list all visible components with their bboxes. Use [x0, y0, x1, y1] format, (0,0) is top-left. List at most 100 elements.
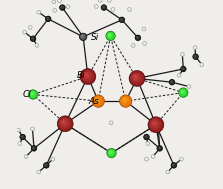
Circle shape — [37, 11, 40, 13]
Circle shape — [58, 0, 61, 3]
Circle shape — [31, 146, 36, 151]
Circle shape — [37, 11, 39, 13]
Circle shape — [180, 158, 183, 160]
Circle shape — [36, 44, 37, 46]
Circle shape — [18, 129, 19, 130]
Circle shape — [38, 11, 39, 12]
Circle shape — [152, 121, 157, 126]
Circle shape — [120, 18, 124, 22]
Circle shape — [54, 9, 56, 11]
Circle shape — [172, 164, 175, 166]
Circle shape — [119, 17, 124, 22]
Circle shape — [60, 5, 64, 9]
Circle shape — [18, 129, 19, 130]
Circle shape — [178, 74, 180, 76]
Circle shape — [144, 43, 145, 44]
Circle shape — [54, 9, 55, 11]
Circle shape — [133, 74, 138, 80]
Circle shape — [120, 18, 123, 21]
Circle shape — [80, 33, 86, 40]
Circle shape — [110, 122, 112, 123]
Circle shape — [31, 128, 33, 130]
Circle shape — [180, 158, 182, 160]
Circle shape — [61, 6, 62, 7]
Circle shape — [47, 18, 48, 19]
Circle shape — [80, 33, 87, 40]
Circle shape — [94, 97, 101, 103]
Circle shape — [29, 26, 31, 29]
Circle shape — [93, 96, 103, 106]
Circle shape — [18, 142, 21, 145]
Circle shape — [143, 28, 144, 29]
Circle shape — [144, 134, 149, 139]
Circle shape — [107, 0, 111, 2]
Circle shape — [52, 0, 55, 3]
Circle shape — [132, 44, 134, 46]
Circle shape — [44, 163, 49, 168]
Circle shape — [153, 122, 155, 123]
Circle shape — [108, 149, 114, 156]
Circle shape — [152, 155, 154, 157]
Circle shape — [132, 73, 140, 81]
Circle shape — [30, 36, 36, 41]
Circle shape — [169, 80, 174, 84]
Circle shape — [132, 74, 139, 81]
Circle shape — [29, 26, 31, 28]
Circle shape — [150, 119, 161, 129]
Circle shape — [20, 134, 25, 139]
Circle shape — [128, 8, 130, 11]
Circle shape — [23, 30, 26, 34]
Circle shape — [110, 151, 111, 153]
Circle shape — [60, 5, 65, 10]
Circle shape — [172, 164, 174, 166]
Circle shape — [84, 72, 89, 78]
Circle shape — [58, 0, 61, 3]
Circle shape — [19, 143, 20, 144]
Circle shape — [61, 120, 66, 125]
Circle shape — [136, 36, 139, 39]
Circle shape — [47, 17, 49, 19]
Circle shape — [102, 5, 106, 9]
Circle shape — [35, 44, 38, 46]
Circle shape — [32, 146, 35, 149]
Circle shape — [31, 127, 34, 131]
Circle shape — [152, 155, 154, 157]
Circle shape — [149, 118, 162, 131]
Circle shape — [25, 156, 26, 157]
Circle shape — [47, 17, 49, 20]
Circle shape — [17, 129, 19, 131]
Circle shape — [60, 5, 65, 10]
Circle shape — [201, 64, 202, 65]
Circle shape — [121, 19, 122, 20]
Circle shape — [18, 142, 21, 145]
Circle shape — [108, 0, 110, 1]
Circle shape — [157, 127, 159, 130]
Circle shape — [193, 54, 198, 59]
Circle shape — [52, 158, 53, 160]
Circle shape — [112, 8, 114, 10]
Circle shape — [17, 128, 20, 132]
Circle shape — [157, 127, 160, 130]
Circle shape — [81, 69, 95, 84]
Circle shape — [20, 135, 25, 139]
Circle shape — [99, 104, 101, 106]
Circle shape — [178, 74, 180, 76]
Circle shape — [99, 104, 100, 105]
Circle shape — [21, 135, 24, 138]
Circle shape — [181, 67, 185, 71]
Circle shape — [107, 149, 115, 157]
Circle shape — [169, 79, 175, 85]
Circle shape — [33, 147, 34, 148]
Circle shape — [66, 5, 70, 8]
Circle shape — [22, 136, 23, 137]
Circle shape — [103, 6, 104, 8]
Circle shape — [180, 66, 186, 72]
Circle shape — [144, 135, 149, 139]
Circle shape — [181, 53, 183, 55]
Circle shape — [145, 136, 147, 137]
Circle shape — [25, 155, 27, 158]
Circle shape — [37, 170, 40, 174]
Circle shape — [188, 86, 189, 87]
Circle shape — [172, 163, 175, 167]
Circle shape — [19, 142, 21, 145]
